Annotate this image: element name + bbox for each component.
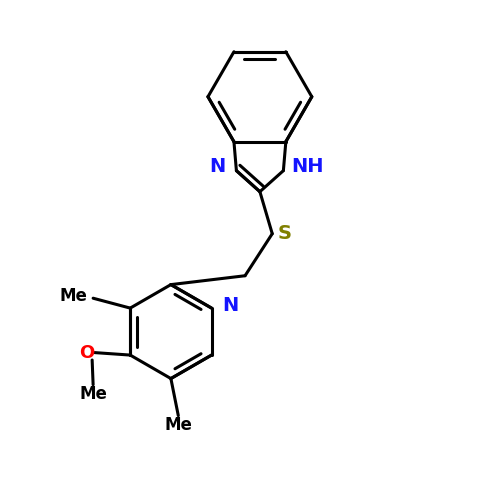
Text: NH: NH — [291, 157, 324, 176]
Text: O: O — [80, 344, 95, 361]
Text: Me: Me — [164, 416, 192, 434]
Text: N: N — [210, 157, 226, 176]
Text: S: S — [278, 224, 291, 243]
Text: Me: Me — [60, 286, 87, 304]
Text: N: N — [222, 296, 238, 315]
Text: Me: Me — [79, 384, 107, 402]
